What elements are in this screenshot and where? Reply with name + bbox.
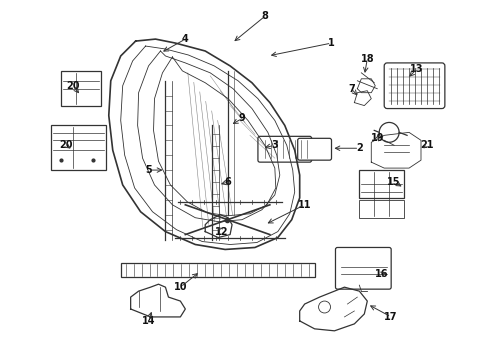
Text: 15: 15 (388, 177, 401, 187)
Text: 19: 19 (370, 133, 384, 143)
Text: 7: 7 (348, 84, 355, 94)
Text: 20: 20 (66, 81, 80, 91)
Text: 10: 10 (173, 282, 187, 292)
Text: 18: 18 (361, 54, 374, 64)
Text: 21: 21 (420, 140, 434, 150)
FancyBboxPatch shape (258, 136, 312, 162)
FancyBboxPatch shape (298, 138, 332, 160)
Text: 5: 5 (145, 165, 152, 175)
Text: 6: 6 (225, 177, 231, 187)
Text: 17: 17 (385, 312, 398, 322)
Text: 3: 3 (271, 140, 278, 150)
Bar (121, 264, 315, 277)
Bar (359, 170, 404, 198)
Text: 11: 11 (298, 200, 312, 210)
Text: 4: 4 (182, 34, 189, 44)
Text: 20: 20 (59, 140, 73, 150)
Text: 14: 14 (142, 316, 155, 326)
Bar (51, 125, 106, 170)
Text: 1: 1 (328, 38, 335, 48)
Bar (359, 200, 404, 218)
Text: 2: 2 (356, 143, 363, 153)
Text: 16: 16 (374, 269, 388, 279)
Bar (61, 71, 101, 105)
Text: 13: 13 (410, 64, 424, 74)
FancyBboxPatch shape (336, 247, 391, 289)
Text: 12: 12 (216, 226, 229, 237)
Text: 9: 9 (239, 113, 245, 123)
FancyBboxPatch shape (384, 63, 445, 109)
Text: 8: 8 (262, 11, 269, 21)
